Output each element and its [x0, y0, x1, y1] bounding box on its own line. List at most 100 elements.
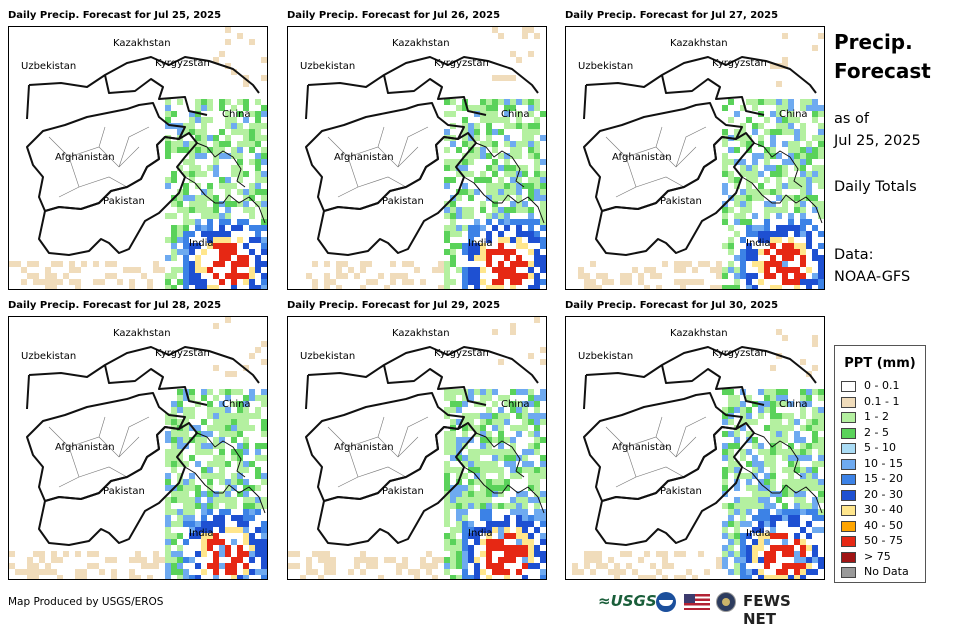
precip-cell — [584, 563, 590, 569]
precip-cell — [758, 141, 764, 147]
precip-cell — [746, 485, 752, 491]
precip-cell — [171, 419, 177, 425]
precip-cell — [27, 557, 33, 563]
precip-cell — [165, 533, 171, 539]
precip-cell — [722, 105, 728, 111]
precip-cell — [201, 135, 207, 141]
precip-cell — [243, 527, 249, 533]
precip-cell — [81, 569, 87, 575]
precip-cell — [51, 279, 57, 285]
precip-cell — [456, 473, 462, 479]
precip-cell — [183, 147, 189, 153]
precip-cell — [225, 527, 231, 533]
precip-cell — [165, 575, 171, 579]
precip-cell — [770, 243, 776, 249]
precip-cell — [752, 461, 758, 467]
precip-cell — [510, 503, 516, 509]
precip-cell — [243, 419, 249, 425]
precip-cell — [516, 99, 522, 105]
precip-cell — [486, 545, 492, 551]
precip-cell — [195, 431, 201, 437]
precip-cell — [782, 563, 788, 569]
precip-cell — [213, 195, 219, 201]
precip-cell — [764, 189, 770, 195]
precip-cell — [474, 449, 480, 455]
precip-cell — [195, 219, 201, 225]
precip-cell — [758, 545, 764, 551]
precip-cell — [534, 437, 540, 443]
precip-cell — [818, 389, 824, 395]
precip-cell — [177, 497, 183, 503]
precip-cell — [680, 279, 686, 285]
precip-cell — [800, 575, 806, 579]
precip-cell — [207, 497, 213, 503]
precip-cell — [243, 207, 249, 213]
precip-cell — [740, 425, 746, 431]
india-border — [741, 142, 823, 224]
precip-cell — [806, 189, 812, 195]
precip-cell — [237, 255, 243, 261]
precip-cell — [498, 237, 504, 243]
legend-label: 15 - 20 — [864, 472, 903, 485]
precip-cell — [486, 491, 492, 497]
precip-cell — [510, 171, 516, 177]
precip-cell — [758, 261, 764, 267]
precip-cell — [243, 413, 249, 419]
precip-cell — [171, 497, 177, 503]
precip-cell — [249, 195, 255, 201]
precip-cell — [534, 219, 540, 225]
precip-cell — [444, 539, 450, 545]
precip-cell — [444, 207, 450, 213]
precip-cell — [626, 279, 632, 285]
precip-cell — [261, 123, 267, 129]
precip-cell — [123, 267, 129, 273]
precip-cell — [219, 177, 225, 183]
precip-cell — [710, 285, 716, 289]
precip-cell — [450, 111, 456, 117]
precip-cell — [444, 407, 450, 413]
precip-cell — [231, 479, 237, 485]
precip-cell — [758, 195, 764, 201]
precip-cell — [818, 455, 824, 461]
precip-cell — [249, 539, 255, 545]
precip-cell — [812, 165, 818, 171]
precip-cell — [486, 539, 492, 545]
precip-cell — [57, 261, 63, 267]
precip-cell — [402, 279, 408, 285]
precip-cells — [578, 33, 824, 289]
precip-cell — [776, 207, 782, 213]
precip-cell — [800, 443, 806, 449]
precip-cell — [800, 527, 806, 533]
precip-cell — [740, 551, 746, 557]
precip-cell — [462, 419, 468, 425]
precip-cell — [528, 515, 534, 521]
precip-cell — [408, 569, 414, 575]
precip-cell — [722, 141, 728, 147]
precip-cells — [9, 27, 267, 289]
precip-cell — [516, 183, 522, 189]
precip-cell — [740, 105, 746, 111]
precip-cell — [189, 171, 195, 177]
precip-cell — [462, 461, 468, 467]
country-label-afghanistan: Afghanistan — [55, 442, 115, 453]
precip-cell — [171, 461, 177, 467]
precip-cell — [462, 225, 468, 231]
precip-cell — [800, 177, 806, 183]
country-label-afghanistan: Afghanistan — [55, 152, 115, 163]
precip-cell — [261, 243, 267, 249]
precip-cell — [354, 273, 360, 279]
precip-cell — [534, 527, 540, 533]
precip-cell — [201, 213, 207, 219]
precip-cell — [207, 285, 213, 289]
precip-cell — [444, 503, 450, 509]
precip-cell — [225, 545, 231, 551]
precip-cell — [492, 329, 498, 335]
precip-cell — [390, 279, 396, 285]
precip-cell — [231, 569, 237, 575]
precip-cell — [812, 467, 818, 473]
precip-cell — [207, 539, 213, 545]
precip-cell — [818, 177, 824, 183]
precip-cell — [746, 557, 752, 563]
precip-cell — [522, 165, 528, 171]
precip-cell — [255, 347, 261, 353]
